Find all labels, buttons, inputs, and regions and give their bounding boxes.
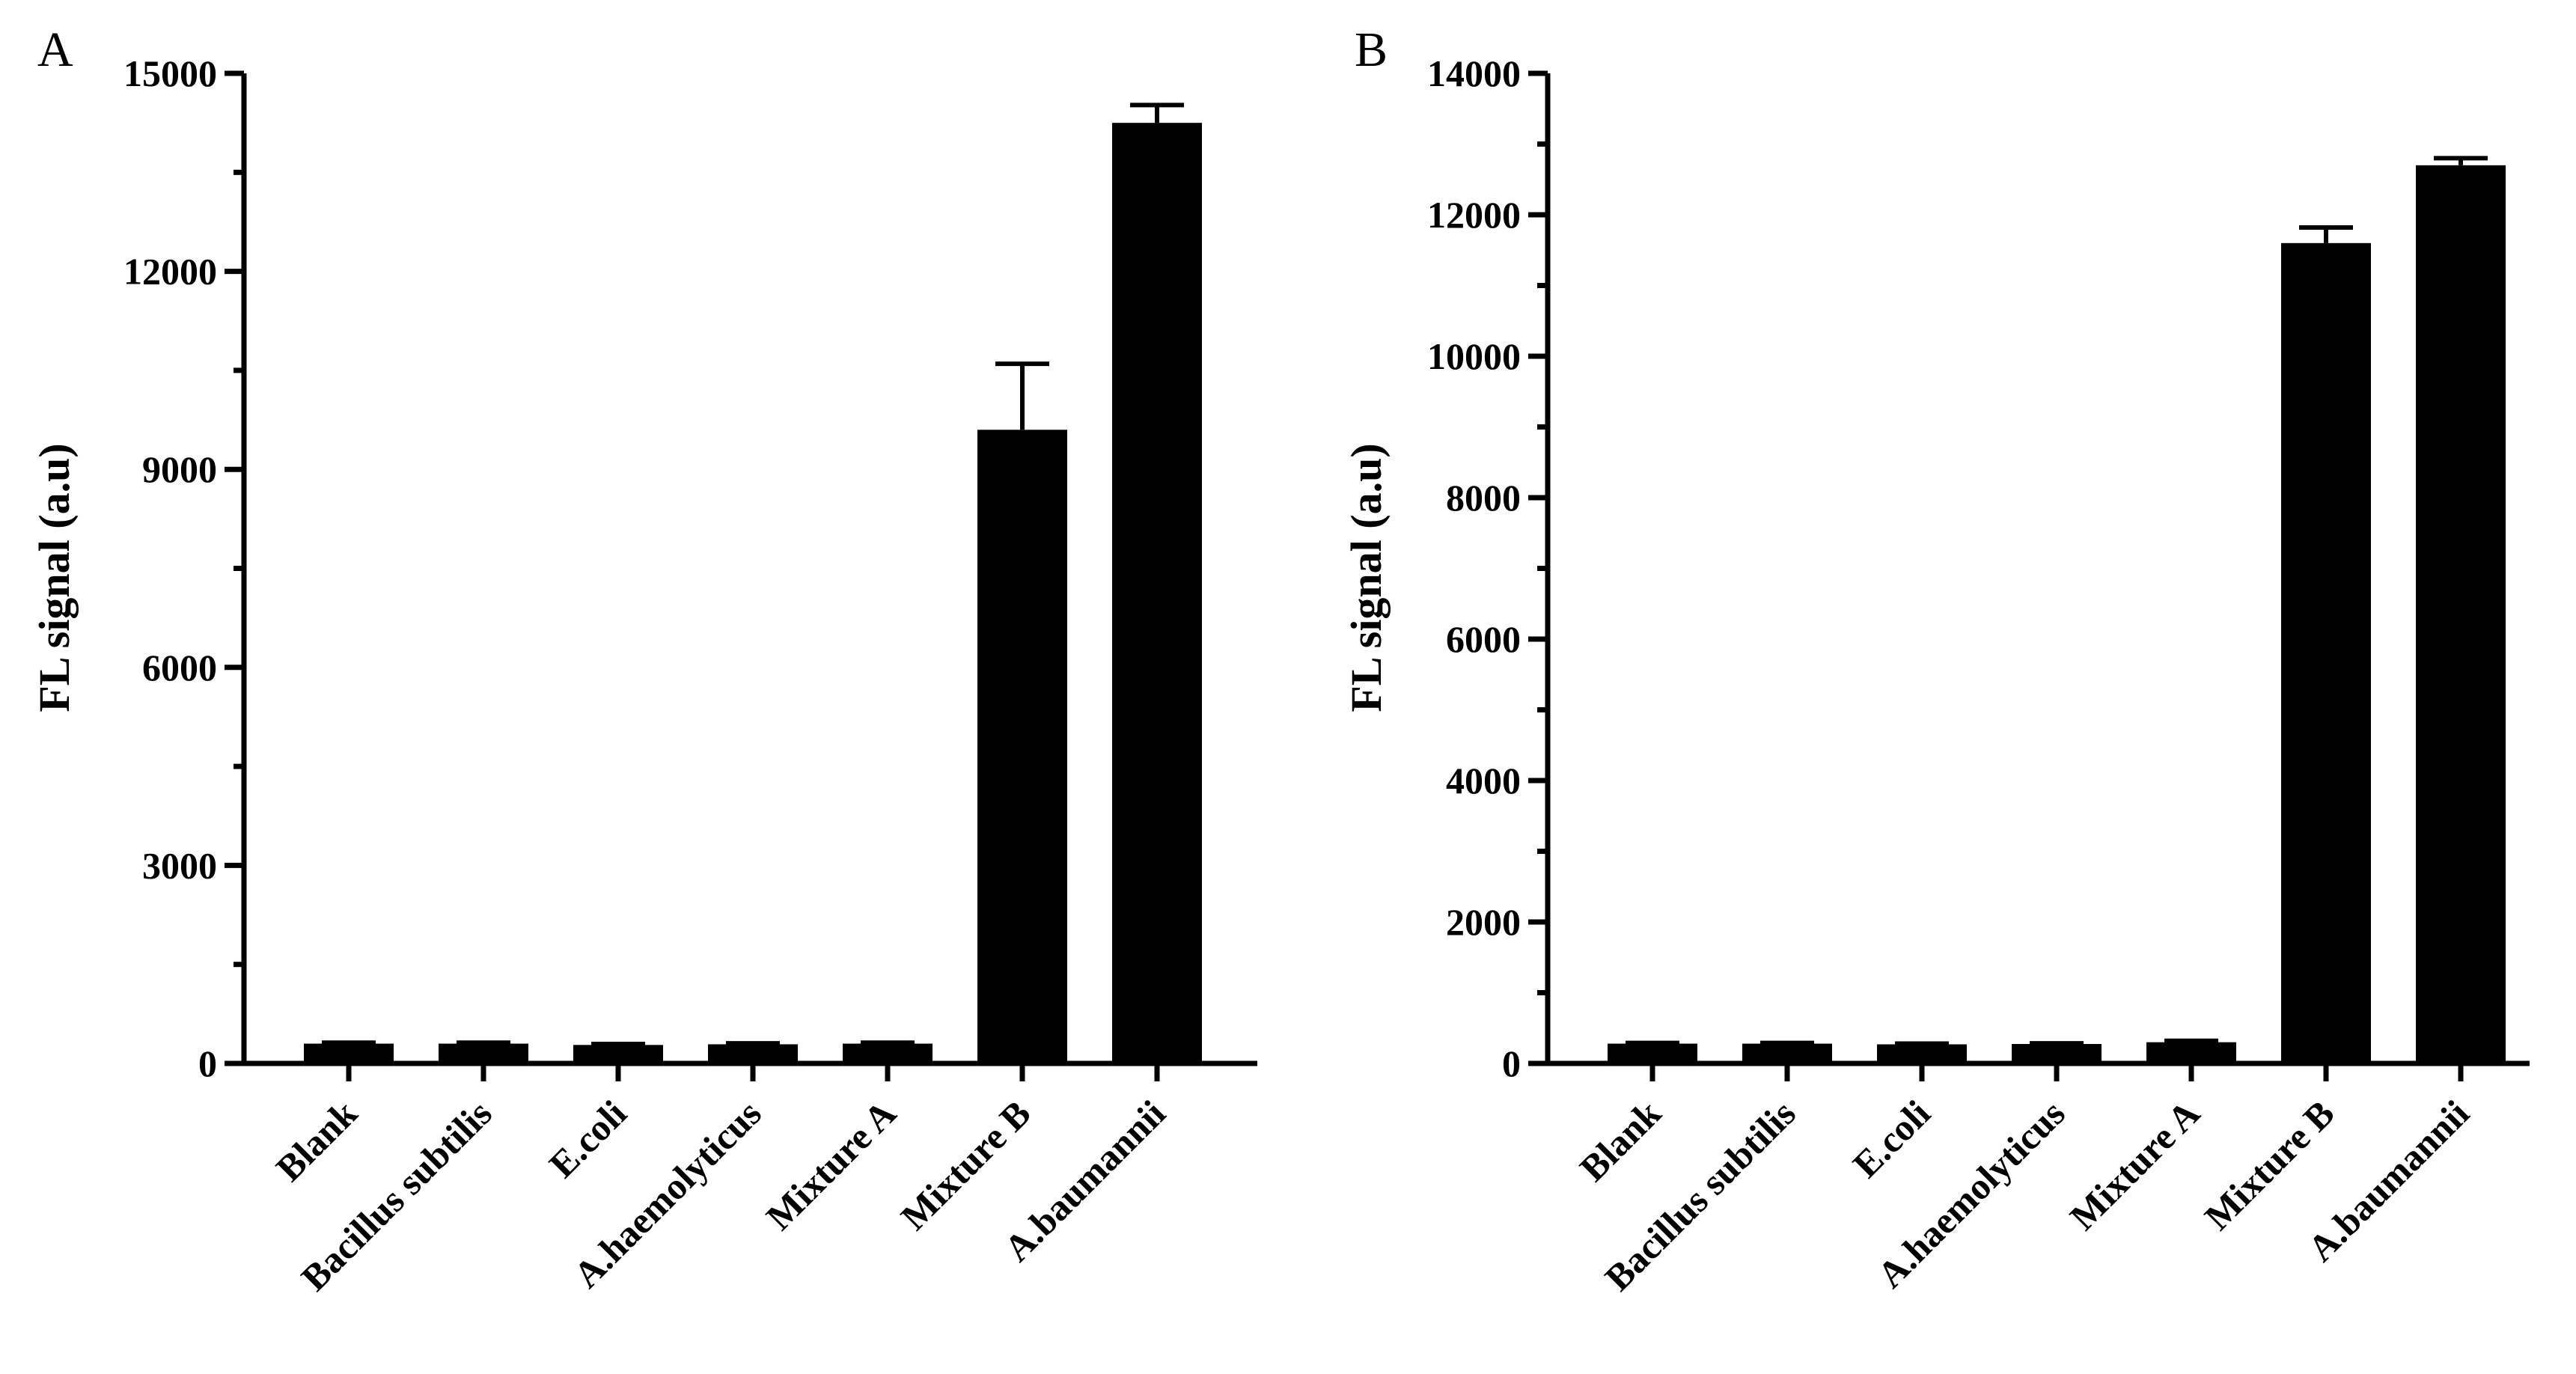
y-tick-label: 12000 bbox=[1427, 194, 1521, 236]
x-category-label: Blank bbox=[268, 1092, 365, 1189]
x-category-label: Mixture A bbox=[758, 1092, 904, 1238]
bar bbox=[2416, 165, 2506, 1064]
bar bbox=[843, 1043, 933, 1063]
y-tick-label: 6000 bbox=[1446, 618, 1521, 660]
bars-b bbox=[1608, 165, 2506, 1064]
panel-letter-b: B bbox=[1355, 22, 1388, 77]
y-tick-label: 4000 bbox=[1446, 760, 1521, 802]
error-bars-b bbox=[1626, 156, 2488, 1046]
bar bbox=[708, 1044, 798, 1063]
y-tick-label: 12000 bbox=[123, 251, 217, 293]
x-category-label: Mixture B bbox=[893, 1092, 1039, 1238]
bar bbox=[1608, 1043, 1697, 1063]
y-tick-label: 9000 bbox=[142, 448, 217, 490]
chart-panel-a: A FL signal (a.u) 0 3000 6000 9000 12000 1500… bbox=[30, 22, 1257, 1299]
bar bbox=[573, 1045, 663, 1063]
bar bbox=[1742, 1043, 1832, 1063]
y-tick-label: 14000 bbox=[1427, 52, 1521, 94]
y-tick-label: 2000 bbox=[1446, 901, 1521, 943]
y-tick-label: 3000 bbox=[142, 844, 217, 886]
bar bbox=[1112, 123, 1202, 1063]
x-category-label: E.coli bbox=[541, 1092, 635, 1185]
y-ticks-a: 0 3000 6000 9000 12000 15000 bbox=[123, 52, 244, 1084]
y-tick-label: 0 bbox=[1502, 1042, 1521, 1084]
panel-letter-a: A bbox=[37, 22, 73, 77]
error-bars-a bbox=[322, 103, 1184, 1046]
y-tick-label: 6000 bbox=[142, 647, 217, 688]
y-tick-label: 10000 bbox=[1427, 335, 1521, 377]
x-category-label: E.coli bbox=[1845, 1092, 1938, 1185]
bar bbox=[1877, 1044, 1967, 1063]
y-axis-title-b: FL signal (a.u) bbox=[1342, 443, 1391, 712]
axes-b bbox=[1545, 73, 2530, 1081]
bar bbox=[2146, 1042, 2236, 1063]
bar bbox=[439, 1043, 528, 1063]
bar bbox=[2281, 242, 2371, 1063]
bar bbox=[304, 1043, 394, 1063]
y-tick-label: 8000 bbox=[1446, 477, 1521, 519]
x-category-label: Mixture A bbox=[2062, 1092, 2208, 1238]
y-tick-label: 15000 bbox=[123, 52, 217, 94]
y-axis-title-a: FL signal (a.u) bbox=[30, 443, 79, 712]
bar bbox=[977, 430, 1067, 1063]
bar bbox=[2012, 1044, 2102, 1063]
y-tick-label: 0 bbox=[198, 1042, 217, 1084]
bars-a bbox=[304, 123, 1202, 1063]
x-category-label: Mixture B bbox=[2197, 1092, 2342, 1238]
x-category-label: Blank bbox=[1572, 1092, 1669, 1189]
axes-a bbox=[241, 73, 1257, 1081]
chart-panel-b: B FL signal (a.u) 0 2000 4000 6000 8000 10000… bbox=[1342, 22, 2530, 1299]
y-ticks-b: 0 2000 4000 6000 8000 10000 12000 14000 bbox=[1427, 52, 1548, 1084]
